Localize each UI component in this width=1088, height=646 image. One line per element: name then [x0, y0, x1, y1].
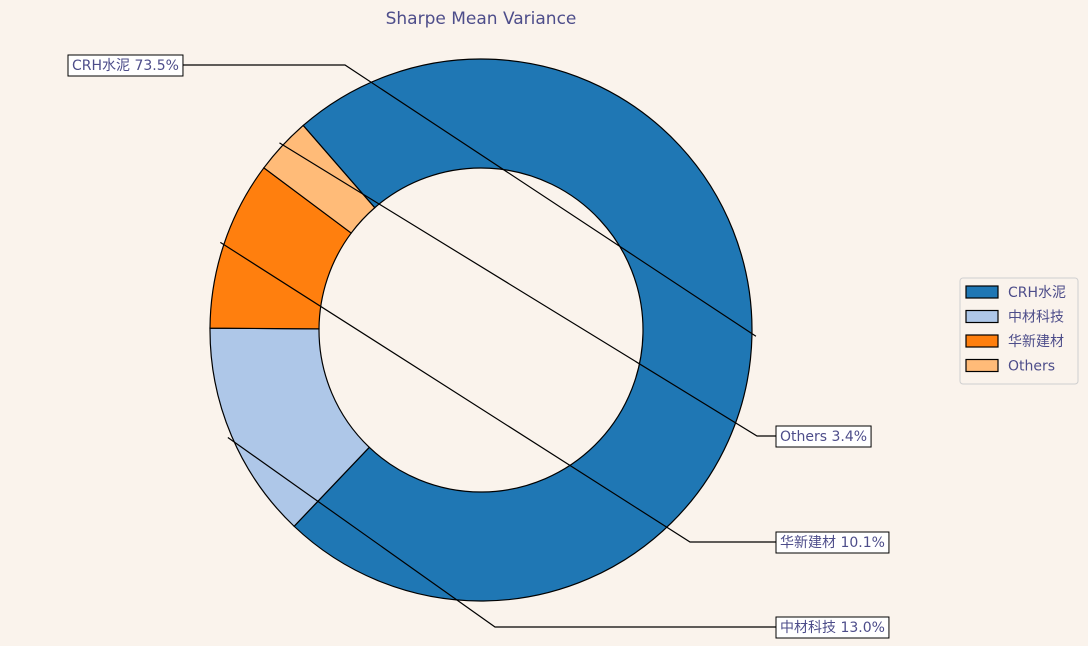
slice-others [263, 124, 376, 234]
callout-label: CRH水泥 73.5% [72, 58, 179, 74]
callout-leader [220, 241, 776, 543]
legend-swatch [965, 309, 999, 324]
callout-leader [227, 436, 776, 628]
legend-swatch [965, 285, 999, 299]
legend-item-zhongcai: 中材科技 [965, 309, 1064, 326]
legend-item-huaxin: 华新建材 [965, 334, 1064, 350]
callout-others: Others 3.4% [279, 142, 872, 448]
callout-label: 中材科技 13.0% [780, 620, 885, 636]
callout-leader [279, 142, 776, 437]
legend-swatch [965, 334, 999, 348]
callout-label: Others 3.4% [780, 429, 867, 445]
callout-zhongcai: 中材科技 13.0% [227, 436, 890, 639]
slice-callouts: CRH水泥 73.5% 中材科技 13.0% 华新建材 10.1% Others 3.… [67, 54, 890, 639]
legend-label: CRH水泥 [1008, 285, 1066, 301]
callout-leader [182, 64, 757, 337]
legend-label: 中材科技 [1008, 310, 1064, 326]
legend-label: 华新建材 [1008, 334, 1064, 350]
legend-frame [959, 277, 1079, 385]
callout-huaxin: 华新建材 10.1% [220, 241, 890, 554]
legend-label: Others [1008, 359, 1055, 375]
callout-crh: CRH水泥 73.5% [67, 54, 757, 337]
legend-item-others: Others [965, 358, 1055, 375]
donut-slices [209, 58, 753, 602]
legend-swatch [965, 358, 999, 373]
slice-crh [293, 58, 753, 602]
callout-label: 华新建材 10.1% [780, 535, 885, 551]
legend-item-crh: CRH水泥 [965, 285, 1066, 301]
chart-title: Sharpe Mean Variance [386, 9, 577, 29]
